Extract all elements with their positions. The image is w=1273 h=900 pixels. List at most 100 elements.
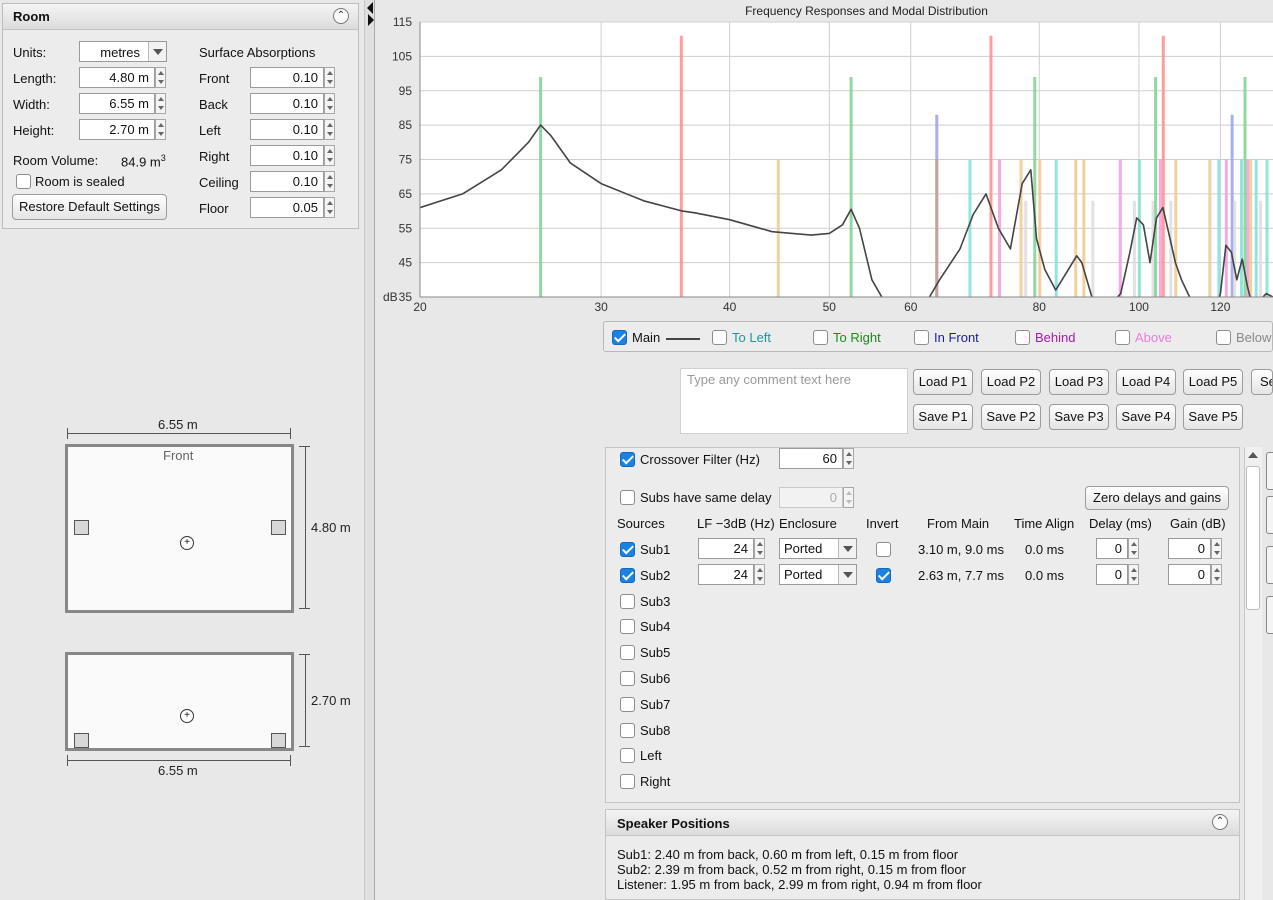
side-width-tick-left	[67, 755, 68, 766]
width-stepper[interactable]	[155, 93, 166, 114]
legend-to-right-checkbox[interactable]	[813, 330, 828, 345]
crossover-stepper[interactable]	[843, 448, 854, 469]
right-checkbox[interactable]	[620, 774, 635, 790]
absorption-left-stepper[interactable]	[324, 118, 335, 140]
legend-to-left-checkbox[interactable]	[712, 330, 727, 345]
side-height-label: 2.70 m	[311, 693, 351, 708]
sub2-gain-field[interactable]: 0	[1168, 563, 1211, 585]
load-preset-button[interactable]: Load P1	[913, 369, 973, 395]
absorption-ceiling-field[interactable]: 0.10	[250, 170, 324, 192]
sub2-delay-field[interactable]: 0	[1096, 563, 1128, 585]
save-preset-button[interactable]: Save P4	[1116, 404, 1176, 430]
right-scrollbar-thumb[interactable]	[1246, 466, 1260, 610]
absorption-ceiling-stepper[interactable]	[324, 170, 335, 192]
sub2-lf-field[interactable]: 24	[698, 563, 754, 585]
edge-tab-4[interactable]	[1266, 596, 1273, 634]
save-preset-button[interactable]: Save P5	[1183, 404, 1243, 430]
sub7-checkbox[interactable]	[620, 696, 635, 712]
modal-bar	[1161, 35, 1165, 297]
plan-length-tick-top	[299, 446, 310, 447]
legend-main-checkbox[interactable]	[612, 330, 627, 345]
units-select[interactable]: metres	[79, 41, 167, 62]
sub4-checkbox[interactable]	[620, 619, 635, 635]
edge-tab-3[interactable]	[1266, 546, 1273, 584]
sub1-invert-checkbox[interactable]	[876, 542, 891, 557]
crossover-field[interactable]: 60	[779, 448, 843, 469]
legend-above-checkbox[interactable]	[1115, 330, 1130, 345]
length-stepper[interactable]	[155, 67, 166, 88]
legend-below-checkbox[interactable]	[1216, 330, 1231, 345]
height-stepper[interactable]	[155, 119, 166, 140]
sub1-side-speaker-icon[interactable]	[74, 733, 89, 748]
sub2-time-align: 0.0 ms	[1025, 567, 1065, 583]
absorption-front-stepper[interactable]	[324, 67, 335, 88]
absorption-front-field[interactable]: 0.10	[250, 67, 324, 88]
split-pane-divider[interactable]	[364, 0, 375, 900]
listener-icon[interactable]: +	[180, 536, 194, 550]
save-preset-button[interactable]: Save P3	[1049, 404, 1109, 430]
absorption-back-field[interactable]: 0.10	[250, 92, 324, 114]
sub1-lf-stepper[interactable]	[754, 538, 765, 559]
x-tick-label: 80	[1033, 300, 1047, 314]
sub1-speaker-icon[interactable]	[74, 520, 89, 535]
modal-bar	[1019, 159, 1023, 297]
sub2-lf-stepper[interactable]	[754, 563, 765, 585]
absorption-right-field[interactable]: 0.10	[250, 144, 324, 166]
load-preset-button[interactable]: Load P5	[1183, 369, 1243, 395]
length-field[interactable]: 4.80 m	[79, 67, 155, 88]
load-preset-button[interactable]: Load P2	[981, 369, 1041, 395]
same-delay-checkbox[interactable]	[620, 490, 635, 505]
collapse-left-arrow-icon[interactable]	[367, 2, 373, 14]
sub1-enclosure-select[interactable]: Ported	[779, 538, 857, 559]
height-field[interactable]: 2.70 m	[79, 119, 155, 140]
sub2-side-speaker-icon[interactable]	[271, 733, 286, 748]
width-field[interactable]: 6.55 m	[79, 93, 155, 114]
left-checkbox[interactable]	[620, 748, 635, 764]
restore-default-button[interactable]: Restore Default Settings	[12, 194, 167, 220]
load-preset-button[interactable]: Load P3	[1049, 369, 1109, 395]
sub2-gain-stepper[interactable]	[1211, 563, 1222, 585]
sub1-delay-field[interactable]: 0	[1096, 538, 1128, 559]
legend-behind-checkbox[interactable]	[1015, 330, 1030, 345]
sub1-delay-stepper[interactable]	[1128, 538, 1139, 559]
save-preset-button[interactable]: Save P1	[913, 404, 973, 430]
absorption-floor-stepper[interactable]	[324, 196, 335, 218]
frequency-response-chart: Frequency Responses and Modal Distributi…	[383, 4, 1273, 314]
edge-tab-1[interactable]	[1266, 452, 1273, 490]
sub2-speaker-icon[interactable]	[271, 520, 286, 535]
scroll-up-arrow-icon[interactable]	[1248, 452, 1258, 458]
load-preset-button[interactable]: Se	[1251, 369, 1273, 395]
room-sealed-checkbox[interactable]	[16, 174, 31, 189]
absorption-floor-field[interactable]: 0.05	[250, 196, 324, 218]
y-tick-label: 85	[399, 118, 413, 132]
sub2-delay-stepper[interactable]	[1128, 563, 1139, 585]
sub2-invert-checkbox[interactable]	[876, 567, 891, 583]
sub3-checkbox[interactable]	[620, 593, 635, 609]
absorption-back-stepper[interactable]	[324, 92, 335, 114]
sub1-gain-field[interactable]: 0	[1168, 538, 1211, 559]
save-preset-button[interactable]: Save P2	[981, 404, 1041, 430]
load-preset-button[interactable]: Load P4	[1116, 369, 1176, 395]
sub2-checkbox[interactable]	[620, 567, 635, 583]
collapse-up-icon[interactable]: ⌃	[333, 8, 349, 24]
crossover-checkbox[interactable]	[620, 452, 635, 467]
absorption-right-stepper[interactable]	[324, 144, 335, 166]
sub8-checkbox[interactable]	[620, 722, 635, 738]
edge-tab-2[interactable]	[1266, 496, 1273, 534]
zero-delays-gains-button[interactable]: Zero delays and gains	[1085, 486, 1229, 510]
absorption-left-field[interactable]: 0.10	[250, 118, 324, 140]
collapse-up-icon[interactable]: ⌃	[1212, 814, 1228, 830]
sub2-enclosure-select[interactable]: Ported	[779, 563, 857, 585]
sub6-checkbox[interactable]	[620, 671, 635, 686]
sub1-gain-stepper[interactable]	[1211, 538, 1222, 559]
sub5-checkbox[interactable]	[620, 645, 635, 661]
absorption-right-label: Right	[199, 148, 230, 164]
legend-in-front-checkbox[interactable]	[914, 330, 929, 345]
sub1-lf-field[interactable]: 24	[698, 538, 754, 559]
listener-side-icon[interactable]: +	[180, 709, 194, 723]
expand-right-arrow-icon[interactable]	[368, 14, 374, 26]
comment-textarea[interactable]: Type any comment text here	[680, 368, 908, 434]
x-tick-label: 40	[723, 300, 737, 314]
sub1-checkbox[interactable]	[620, 542, 635, 557]
absorption-back-label: Back	[199, 96, 228, 112]
